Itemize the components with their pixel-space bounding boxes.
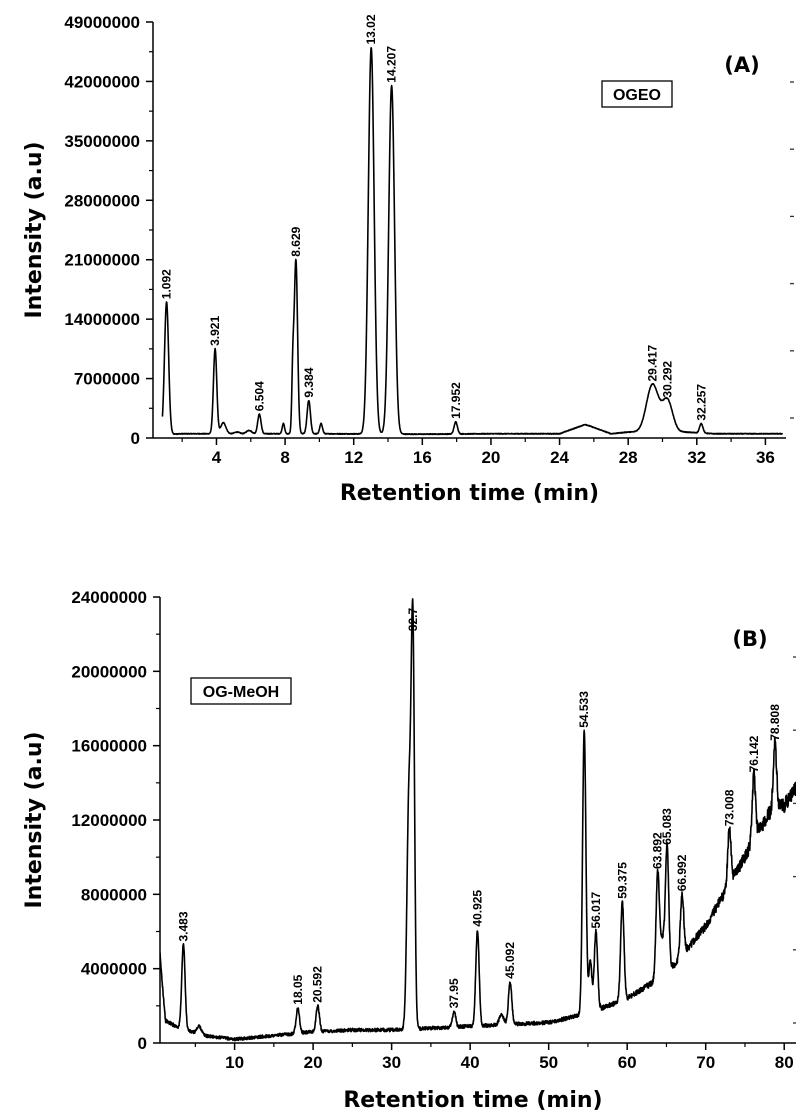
panel-label: (B) bbox=[732, 627, 767, 651]
x-tick-label: 40 bbox=[461, 1053, 480, 1072]
peak-label: 54.533 bbox=[577, 691, 591, 728]
y-tick-label: 12000000 bbox=[71, 811, 147, 830]
x-tick-label: 8 bbox=[280, 448, 289, 467]
y-tick-label: 35000000 bbox=[64, 132, 140, 151]
annotation-box bbox=[190, 677, 292, 705]
y-tick-label: 42000000 bbox=[64, 72, 140, 91]
y-axis-label: Intensity (a.u) bbox=[22, 141, 47, 318]
y-tick-label: 28000000 bbox=[64, 191, 140, 210]
peak-label: 59.375 bbox=[615, 862, 629, 899]
peak-label: 3.483 bbox=[176, 911, 190, 941]
annotation-label: OGEO bbox=[613, 87, 661, 104]
x-tick-label: 30 bbox=[382, 1053, 401, 1072]
peak-label: 30.292 bbox=[661, 361, 675, 398]
peak-label: 63.892 bbox=[651, 832, 665, 869]
peak-label: 13.02 bbox=[364, 14, 378, 44]
peak-label: 17.952 bbox=[449, 382, 463, 419]
peak-label: 40.925 bbox=[471, 890, 485, 927]
peak-label: 20.592 bbox=[311, 966, 325, 1003]
peak-label: 14.207 bbox=[385, 46, 399, 83]
y-tick-label: 7000000 bbox=[74, 370, 140, 389]
x-tick-label: 20 bbox=[481, 448, 500, 467]
annotation-label: OG-MeOH bbox=[203, 684, 279, 701]
y-tick-label: 24000000 bbox=[71, 588, 147, 607]
chart-panel-a: 0 7000000 14000000 21000000 28000000 35000000… bbox=[22, 13, 794, 506]
x-tick-label: 20 bbox=[304, 1053, 323, 1072]
peak-label: 9.384 bbox=[302, 367, 316, 397]
peak-label: 73.008 bbox=[722, 789, 736, 826]
chromatogram-trace bbox=[160, 598, 796, 1042]
y-tick-label: 0 bbox=[138, 1034, 147, 1053]
chart-panel-b: 0 4000000 8000000 12000000 16000000 20000000 2… bbox=[22, 588, 796, 1113]
x-tick-label: 4 bbox=[212, 448, 222, 467]
y-tick-label: 20000000 bbox=[71, 662, 147, 681]
x-tick-label: 16 bbox=[413, 448, 432, 467]
x-tick-label: 10 bbox=[225, 1053, 244, 1072]
x-tick-label: 32 bbox=[687, 448, 706, 467]
y-axis-label: Intensity (a.u) bbox=[22, 731, 47, 908]
peak-label: 8.629 bbox=[289, 226, 303, 256]
peak-label: 32.7 bbox=[406, 608, 420, 632]
y-tick-label: 8000000 bbox=[81, 885, 147, 904]
y-tick-label: 49000000 bbox=[64, 13, 140, 32]
x-axis-label: Retention time (min) bbox=[343, 1088, 602, 1113]
peak-label: 45.092 bbox=[503, 942, 517, 979]
peak-label: 56.017 bbox=[589, 891, 603, 928]
peak-label: 6.504 bbox=[252, 381, 266, 411]
peak-label: 3.921 bbox=[208, 316, 222, 346]
y-tick-label: 0 bbox=[131, 429, 140, 448]
peak-label: 29.417 bbox=[646, 344, 660, 381]
peak-label: 32.257 bbox=[694, 384, 708, 421]
annotation-box bbox=[601, 80, 673, 108]
peak-label: 1.092 bbox=[160, 269, 174, 299]
peak-label: 78.808 bbox=[768, 704, 782, 741]
y-tick-label: 21000000 bbox=[64, 251, 140, 270]
peak-label: 66.992 bbox=[675, 854, 689, 891]
x-axis-label: Retention time (min) bbox=[340, 481, 599, 506]
peak-label: 65.083 bbox=[660, 808, 674, 845]
x-tick-label: 12 bbox=[344, 448, 363, 467]
x-tick-label: 70 bbox=[696, 1053, 715, 1072]
panel-label: (A) bbox=[724, 53, 759, 77]
chromatogram-trace bbox=[161, 47, 784, 436]
x-tick-label: 28 bbox=[619, 448, 638, 467]
peak-label: 18.05 bbox=[291, 974, 305, 1004]
peak-label: 76.142 bbox=[747, 735, 761, 772]
x-tick-label: 24 bbox=[550, 448, 569, 467]
y-tick-label: 16000000 bbox=[71, 737, 147, 756]
y-tick-label: 4000000 bbox=[81, 960, 147, 979]
x-tick-label: 80 bbox=[775, 1053, 794, 1072]
peak-label: 37.95 bbox=[447, 978, 461, 1008]
y-tick-label: 14000000 bbox=[64, 310, 140, 329]
x-tick-label: 50 bbox=[539, 1053, 558, 1072]
x-tick-label: 36 bbox=[756, 448, 775, 467]
x-tick-label: 60 bbox=[618, 1053, 637, 1072]
